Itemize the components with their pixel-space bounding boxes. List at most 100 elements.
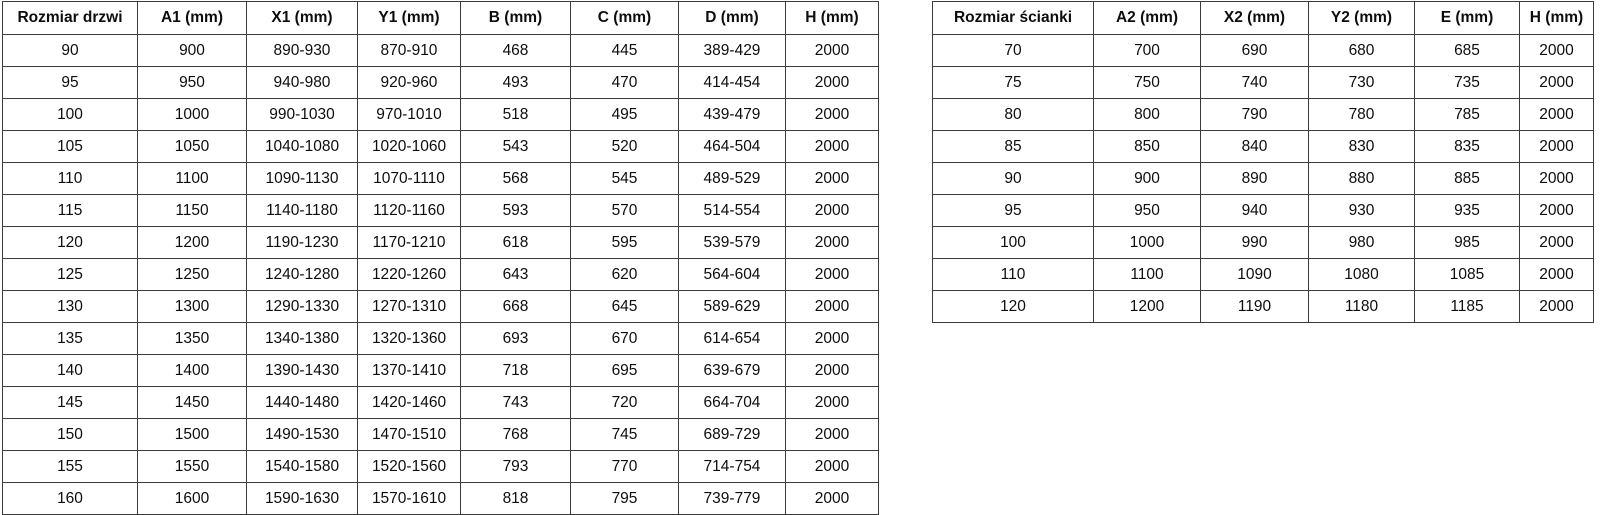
table-cell: 1320-1360 <box>357 322 461 355</box>
door-size-table-body: 90 900 890-930 870-910 468 445 389-429 2000 95 95… <box>2 34 879 515</box>
table-cell: 2000 <box>785 482 879 515</box>
table-cell: 1600 <box>137 482 247 515</box>
table-cell: 693 <box>460 322 571 355</box>
table-cell: 464-504 <box>678 130 786 163</box>
table-cell: 2000 <box>1519 258 1594 291</box>
table-cell: 1190-1230 <box>246 226 358 259</box>
row-size-label: 100 <box>932 226 1094 259</box>
table-cell: 900 <box>137 34 247 67</box>
table-cell: 800 <box>1093 98 1201 131</box>
column-header: C (mm) <box>570 1 679 35</box>
row-size-label: 145 <box>2 386 138 419</box>
table-cell: 495 <box>570 98 679 131</box>
table-cell: 668 <box>460 290 571 323</box>
table-cell: 743 <box>460 386 571 419</box>
table-row: 120 1200 1190-1230 1170-1210 618 595 539-579 20… <box>2 226 879 259</box>
table-cell: 1050 <box>137 130 247 163</box>
table-cell: 970-1010 <box>357 98 461 131</box>
table-cell: 1490-1530 <box>246 418 358 451</box>
row-size-label: 160 <box>2 482 138 515</box>
table-cell: 714-754 <box>678 450 786 483</box>
table-cell: 790 <box>1200 98 1309 131</box>
table-cell: 1180 <box>1308 290 1415 323</box>
row-size-label: 105 <box>2 130 138 163</box>
column-header: A2 (mm) <box>1093 1 1201 35</box>
table-cell: 739-779 <box>678 482 786 515</box>
row-size-label: 95 <box>932 194 1094 227</box>
table-row: 155 1550 1540-1580 1520-1560 793 770 714-754 20… <box>2 450 879 483</box>
table-row: 130 1300 1290-1330 1270-1310 668 645 589-629 20… <box>2 290 879 323</box>
table-cell: 1470-1510 <box>357 418 461 451</box>
table-cell: 1240-1280 <box>246 258 358 291</box>
table-cell: 689-729 <box>678 418 786 451</box>
table-cell: 890-930 <box>246 34 358 67</box>
column-header: H (mm) <box>1519 1 1594 35</box>
table-row: 150 1500 1490-1530 1470-1510 768 745 689-729 20… <box>2 418 879 451</box>
table-row: 100 1000 990 980 985 2000 <box>932 226 1594 259</box>
table-cell: 1350 <box>137 322 247 355</box>
column-header: Rozmiar ścianki <box>932 1 1094 35</box>
table-cell: 2000 <box>785 162 879 195</box>
row-size-label: 110 <box>932 258 1094 291</box>
table-cell: 2000 <box>785 130 879 163</box>
table-cell: 745 <box>570 418 679 451</box>
table-cell: 1450 <box>137 386 247 419</box>
table-cell: 614-654 <box>678 322 786 355</box>
table-cell: 890 <box>1200 162 1309 195</box>
door-size-table-header: Rozmiar drzwi A1 (mm) X1 (mm) Y1 (mm) B (mm)… <box>2 1 879 35</box>
table-cell: 940-980 <box>246 66 358 99</box>
table-row: 140 1400 1390-1430 1370-1410 718 695 639-679 20… <box>2 354 879 387</box>
table-cell: 870-910 <box>357 34 461 67</box>
table-cell: 795 <box>570 482 679 515</box>
table-cell: 1090 <box>1200 258 1309 291</box>
table-cell: 1200 <box>137 226 247 259</box>
table-cell: 639-679 <box>678 354 786 387</box>
table-cell: 835 <box>1414 130 1520 163</box>
table-cell: 1270-1310 <box>357 290 461 323</box>
table-cell: 2000 <box>785 450 879 483</box>
table-cell: 645 <box>570 290 679 323</box>
table-cell: 2000 <box>1519 162 1594 195</box>
table-cell: 680 <box>1308 34 1415 67</box>
table-cell: 1190 <box>1200 290 1309 323</box>
table-cell: 950 <box>137 66 247 99</box>
wall-panel-size-table-header: Rozmiar ścianki A2 (mm) X2 (mm) Y2 (mm) E (m… <box>932 1 1594 35</box>
table-cell: 2000 <box>785 322 879 355</box>
table-cell: 2000 <box>1519 290 1594 323</box>
row-size-label: 110 <box>2 162 138 195</box>
table-cell: 1300 <box>137 290 247 323</box>
table-cell: 1500 <box>137 418 247 451</box>
table-cell: 514-554 <box>678 194 786 227</box>
table-cell: 700 <box>1093 34 1201 67</box>
table-cell: 980 <box>1308 226 1415 259</box>
table-cell: 520 <box>570 130 679 163</box>
table-cell: 595 <box>570 226 679 259</box>
wall-panel-size-table-body: 70 700 690 680 685 2000 75 750 740 730 735 2000 80 80… <box>932 34 1594 323</box>
table-cell: 1570-1610 <box>357 482 461 515</box>
table-cell: 1120-1160 <box>357 194 461 227</box>
row-size-label: 100 <box>2 98 138 131</box>
table-cell: 930 <box>1308 194 1415 227</box>
table-cell: 1070-1110 <box>357 162 461 195</box>
table-cell: 664-704 <box>678 386 786 419</box>
table-cell: 1090-1130 <box>246 162 358 195</box>
table-cell: 568 <box>460 162 571 195</box>
table-cell: 685 <box>1414 34 1520 67</box>
table-cell: 1540-1580 <box>246 450 358 483</box>
table-cell: 1520-1560 <box>357 450 461 483</box>
table-cell: 589-629 <box>678 290 786 323</box>
column-header: D (mm) <box>678 1 786 35</box>
table-cell: 643 <box>460 258 571 291</box>
column-header: Y2 (mm) <box>1308 1 1415 35</box>
table-cell: 2000 <box>785 290 879 323</box>
table-cell: 770 <box>570 450 679 483</box>
table-cell: 2000 <box>1519 226 1594 259</box>
table-cell: 1185 <box>1414 290 1520 323</box>
table-row: 160 1600 1590-1630 1570-1610 818 795 739-779 20… <box>2 482 879 515</box>
table-cell: 695 <box>570 354 679 387</box>
table-cell: 545 <box>570 162 679 195</box>
table-cell: 2000 <box>1519 34 1594 67</box>
row-size-label: 90 <box>2 34 138 67</box>
table-cell: 720 <box>570 386 679 419</box>
